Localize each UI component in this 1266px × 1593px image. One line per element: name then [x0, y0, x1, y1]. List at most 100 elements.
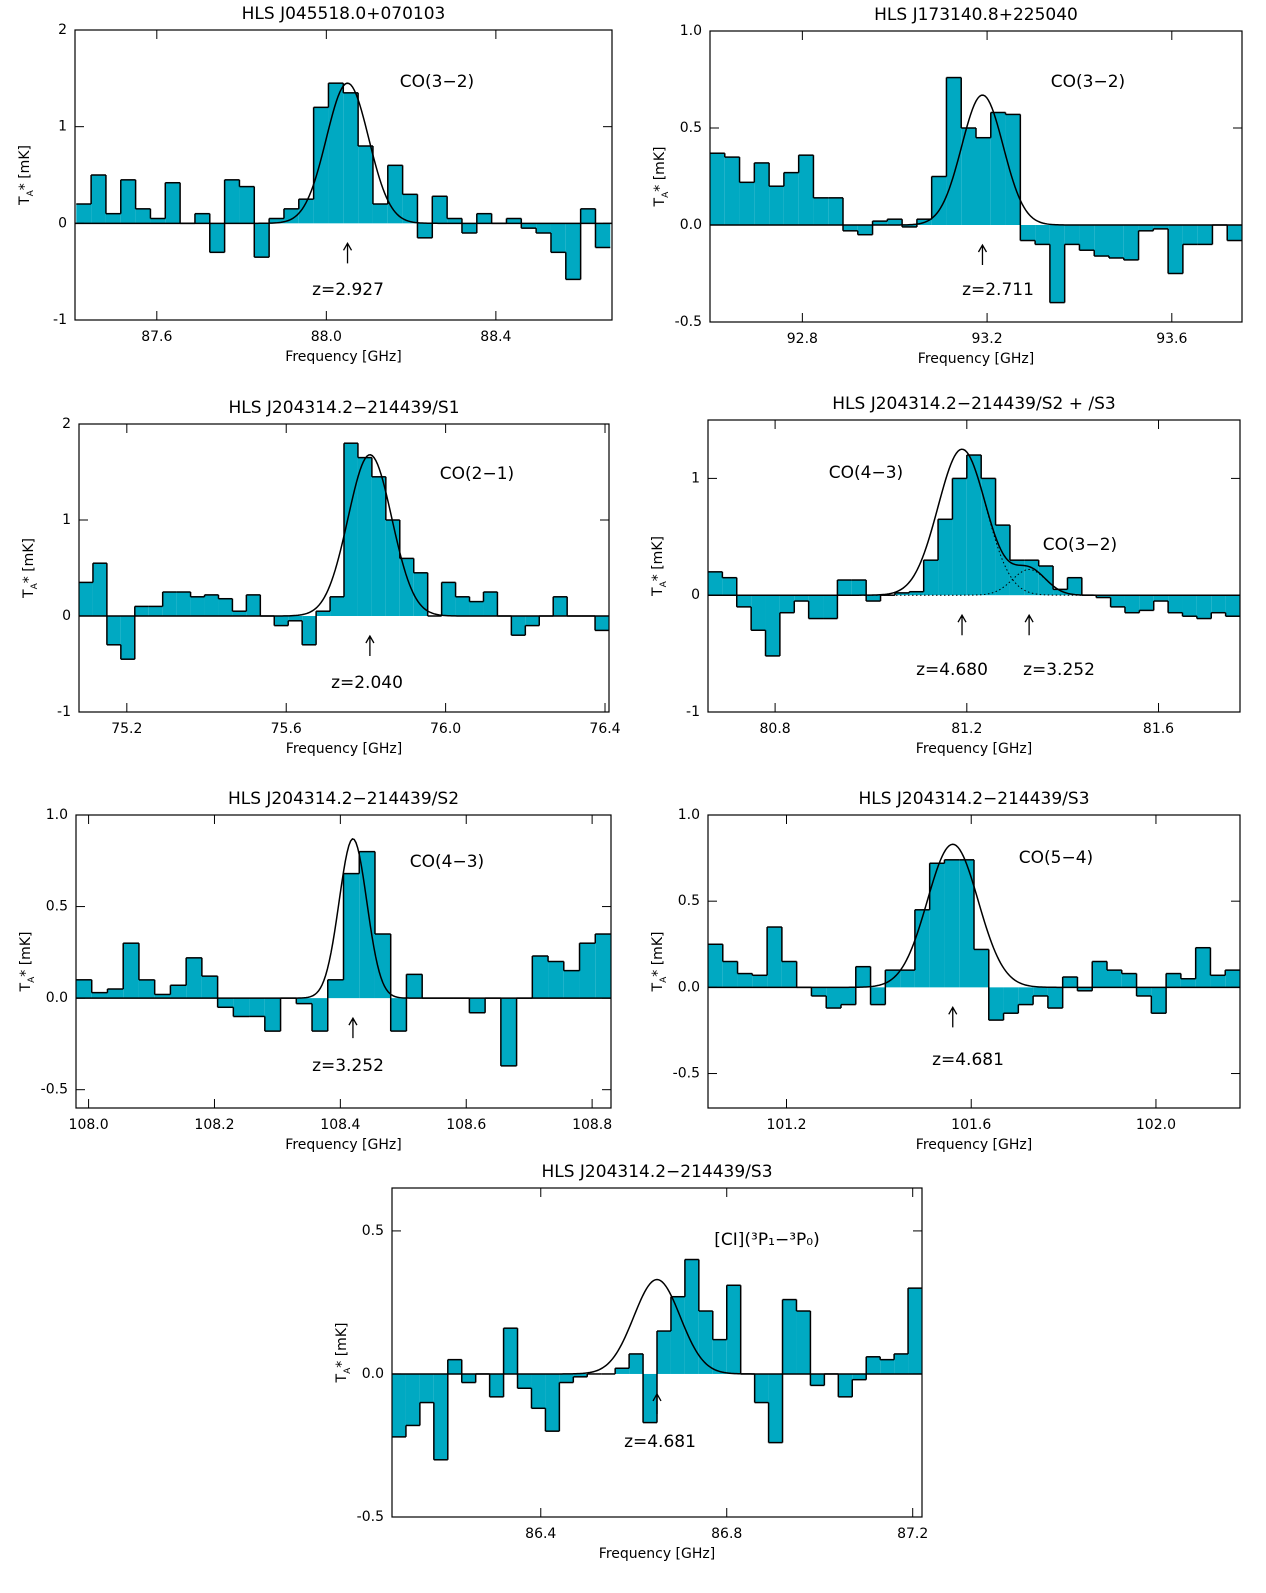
bar	[698, 1311, 713, 1374]
bar	[517, 1373, 532, 1389]
x-tick-label: 87.6	[141, 329, 172, 345]
panel-title: HLS J204314.2−214439/S1	[228, 398, 459, 418]
bar	[1151, 987, 1167, 1014]
bar	[201, 976, 218, 999]
y-tick-label: 0	[58, 215, 67, 231]
redshift-arrow	[948, 1006, 958, 1028]
bar	[343, 92, 359, 224]
y-label-symbol: T	[650, 587, 666, 597]
panel: 87.6 88.0 88.4 -1 0 1 2 HLS J045518.0+070103 Fre…	[17, 4, 613, 365]
bar	[811, 987, 827, 996]
x-axis-label: Frequency [GHz]	[286, 741, 402, 757]
bar	[296, 998, 313, 1004]
panel: 101.2 101.6 102.0 -0.5 0.0 0.5 1.0 HLS J204314.…	[650, 789, 1241, 1153]
bar	[739, 182, 755, 225]
bar	[483, 592, 498, 616]
y-label-subscript: A	[659, 580, 669, 587]
bar	[1180, 978, 1196, 988]
bar	[1138, 225, 1154, 231]
bar	[469, 998, 486, 1013]
bar	[390, 998, 407, 1032]
bar	[550, 223, 566, 253]
y-tick-label: -1	[53, 312, 67, 328]
bar	[1094, 225, 1109, 257]
bar	[1109, 225, 1124, 258]
plot-frame	[391, 1187, 923, 1518]
bar	[1225, 595, 1240, 617]
y-tick-label: 1	[58, 119, 67, 135]
bar	[1211, 595, 1226, 613]
bar	[923, 560, 939, 596]
bar	[722, 961, 738, 988]
bar	[841, 987, 856, 1005]
x-tick-label: 101.2	[766, 1117, 806, 1133]
bar	[852, 1373, 867, 1380]
bar	[1107, 970, 1122, 988]
bar	[595, 616, 609, 631]
bar	[988, 987, 1004, 1021]
bar	[909, 591, 924, 596]
x-tick-label: 102.0	[1136, 1117, 1176, 1133]
redshift-arrow	[652, 1392, 662, 1414]
y-label-symbol: T	[21, 589, 37, 599]
bar	[441, 582, 456, 616]
y-tick-label: 2	[62, 416, 71, 432]
y-label-symbol: T	[17, 196, 33, 206]
bar	[779, 595, 795, 613]
bar	[952, 478, 967, 596]
fit-curve	[392, 1278, 922, 1375]
bar	[579, 943, 596, 999]
y-tick-label: 1	[691, 470, 700, 486]
bar	[826, 987, 841, 1009]
x-tick-label: 76.4	[589, 721, 620, 737]
y-tick-label: 1	[62, 512, 71, 528]
bar	[503, 1328, 518, 1374]
bar	[887, 219, 903, 225]
bar	[536, 223, 551, 233]
y-tick-label: 1.0	[46, 807, 68, 823]
bar	[1047, 987, 1063, 1009]
bar	[91, 992, 108, 999]
bar	[1110, 595, 1125, 607]
y-tick-label: -0.5	[675, 314, 702, 330]
panel: 86.4 86.8 87.2 -0.5 0.0 0.5 HLS J204314.2−2144…	[334, 1162, 928, 1562]
x-tick-label: 81.2	[951, 721, 982, 737]
bar	[313, 107, 329, 224]
bar	[966, 455, 982, 596]
bar	[432, 196, 448, 224]
plot-frame	[707, 419, 1241, 713]
bar	[120, 616, 135, 660]
y-axis-label: TA* [mK]	[650, 536, 669, 597]
redshift-label: z=2.711	[962, 280, 1034, 300]
y-label-subscript: A	[26, 189, 36, 196]
redshift-label: z=4.681	[624, 1432, 696, 1452]
bar	[217, 998, 234, 1008]
bar	[1067, 577, 1082, 596]
bar	[1005, 114, 1021, 225]
panel-title: HLS J204314.2−214439/S2	[228, 789, 459, 809]
y-tick-label: 0.5	[362, 1223, 384, 1239]
bar	[563, 970, 580, 999]
bar	[92, 563, 107, 616]
bar	[722, 577, 737, 596]
bar	[754, 1373, 769, 1403]
bar	[938, 519, 953, 596]
bar	[900, 970, 915, 988]
bar	[961, 128, 976, 225]
bar	[808, 595, 824, 619]
y-axis-label: TA* [mK]	[334, 1323, 353, 1384]
y-tick-label: 0.0	[680, 217, 702, 233]
bar	[1035, 225, 1050, 245]
bar	[269, 218, 284, 224]
x-tick-label: 88.4	[480, 329, 511, 345]
y-tick-label: 0.0	[46, 990, 68, 1006]
panel: 108.0 108.2 108.4 108.6 108.8 -0.5 0.0 0.5 1.0 HL…	[18, 789, 612, 1153]
bar	[405, 1373, 420, 1426]
bar	[433, 1373, 448, 1460]
bar	[392, 1373, 406, 1437]
bar	[553, 596, 568, 616]
x-tick-label: 80.8	[760, 721, 791, 737]
panel-title: HLS J173140.8+225040	[874, 5, 1078, 25]
plot-area	[708, 843, 1240, 1021]
